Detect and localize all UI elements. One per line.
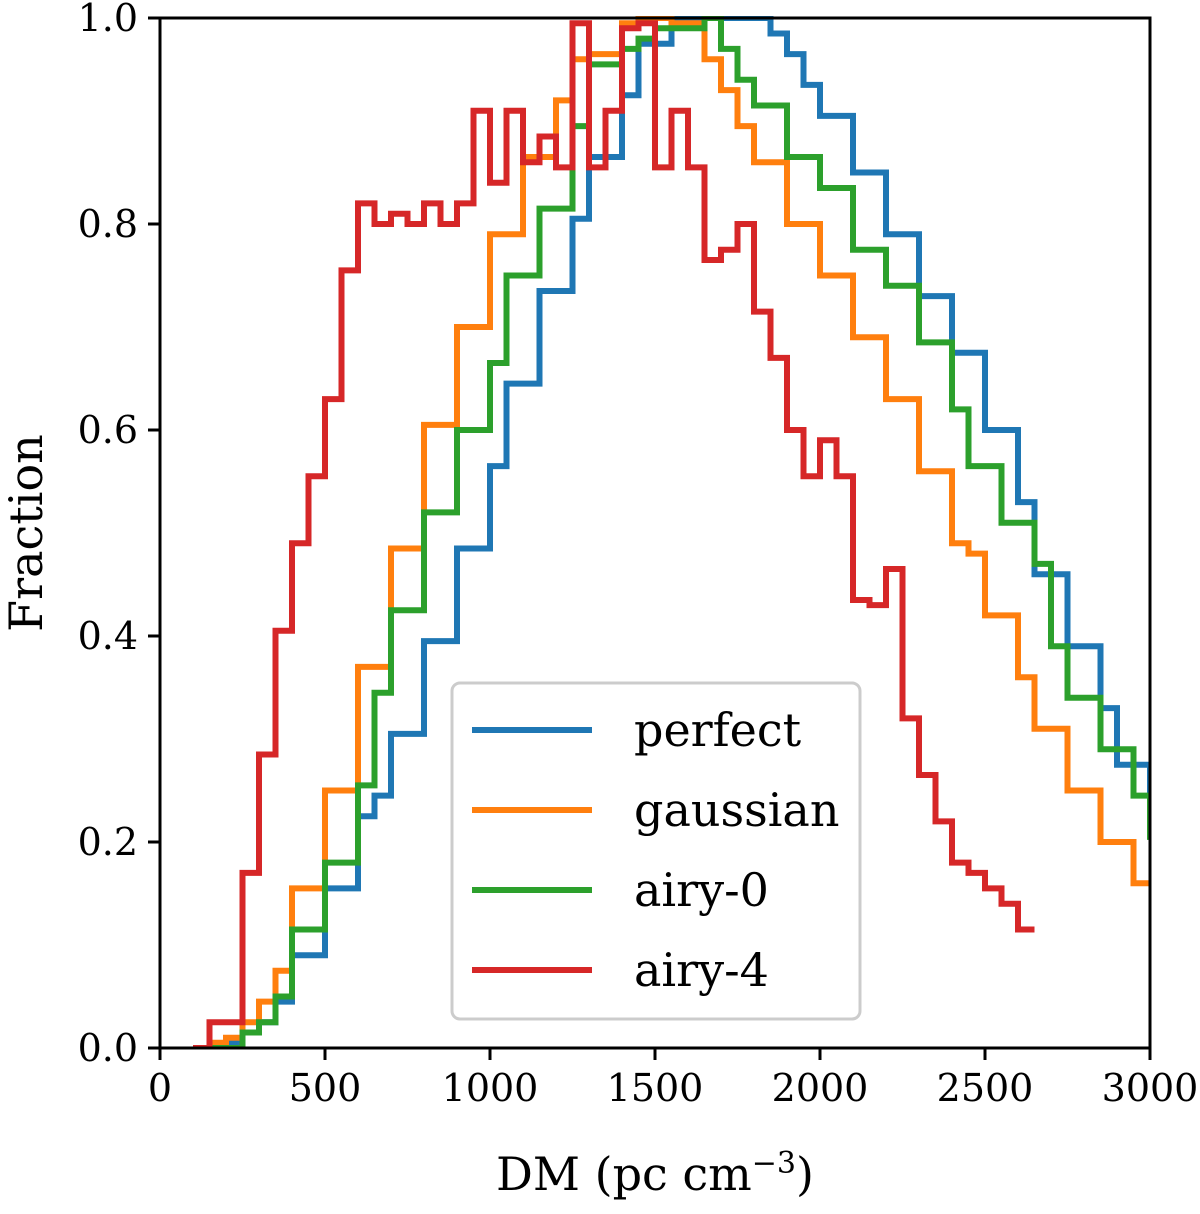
legend-label-airy-4: airy-4 bbox=[634, 943, 769, 997]
series-line-airy-4 bbox=[193, 20, 1035, 1048]
legend-label-perfect: perfect bbox=[634, 703, 802, 757]
x-tick-label: 1000 bbox=[442, 1066, 539, 1110]
legend-box bbox=[450, 681, 862, 1021]
legend-label-airy-0: airy-0 bbox=[634, 863, 769, 917]
legend-label-gaussian: gaussian bbox=[634, 783, 839, 837]
series-layer bbox=[193, 16, 1150, 1048]
y-axis-label: Fraction bbox=[0, 434, 53, 632]
y-tick-label: 0.4 bbox=[78, 614, 138, 658]
series-line-gaussian bbox=[193, 16, 1150, 1048]
y-tick-label: 0.2 bbox=[78, 820, 138, 864]
x-axis-label: DM (pc cm−3) bbox=[496, 1146, 814, 1202]
x-tick-label: 2500 bbox=[937, 1066, 1034, 1110]
ticks-layer: 0 500 1000 1500 2000 2500 3000 0.0 0.2 0.4 0.6 0.8 1… bbox=[78, 0, 1199, 1110]
y-tick-label: 1.0 bbox=[78, 0, 138, 40]
y-tick-label: 0.6 bbox=[78, 408, 138, 452]
legend: perfect gaussian airy-0 airy-4 bbox=[450, 681, 862, 1021]
x-axis-label-close: ) bbox=[796, 1147, 814, 1201]
x-tick-label: 500 bbox=[289, 1066, 362, 1110]
y-tick-label: 0.8 bbox=[78, 202, 138, 246]
x-tick-label: 1500 bbox=[607, 1066, 704, 1110]
series-line-airy-0 bbox=[193, 16, 1150, 1048]
x-tick-label: 0 bbox=[148, 1066, 172, 1110]
x-tick-label: 3000 bbox=[1102, 1066, 1199, 1110]
x-tick-label: 2000 bbox=[772, 1066, 869, 1110]
x-axis-label-superscript: −3 bbox=[752, 1146, 796, 1181]
y-tick-label: 0.0 bbox=[78, 1026, 138, 1070]
x-axis-label-main: DM (pc cm bbox=[496, 1147, 752, 1201]
